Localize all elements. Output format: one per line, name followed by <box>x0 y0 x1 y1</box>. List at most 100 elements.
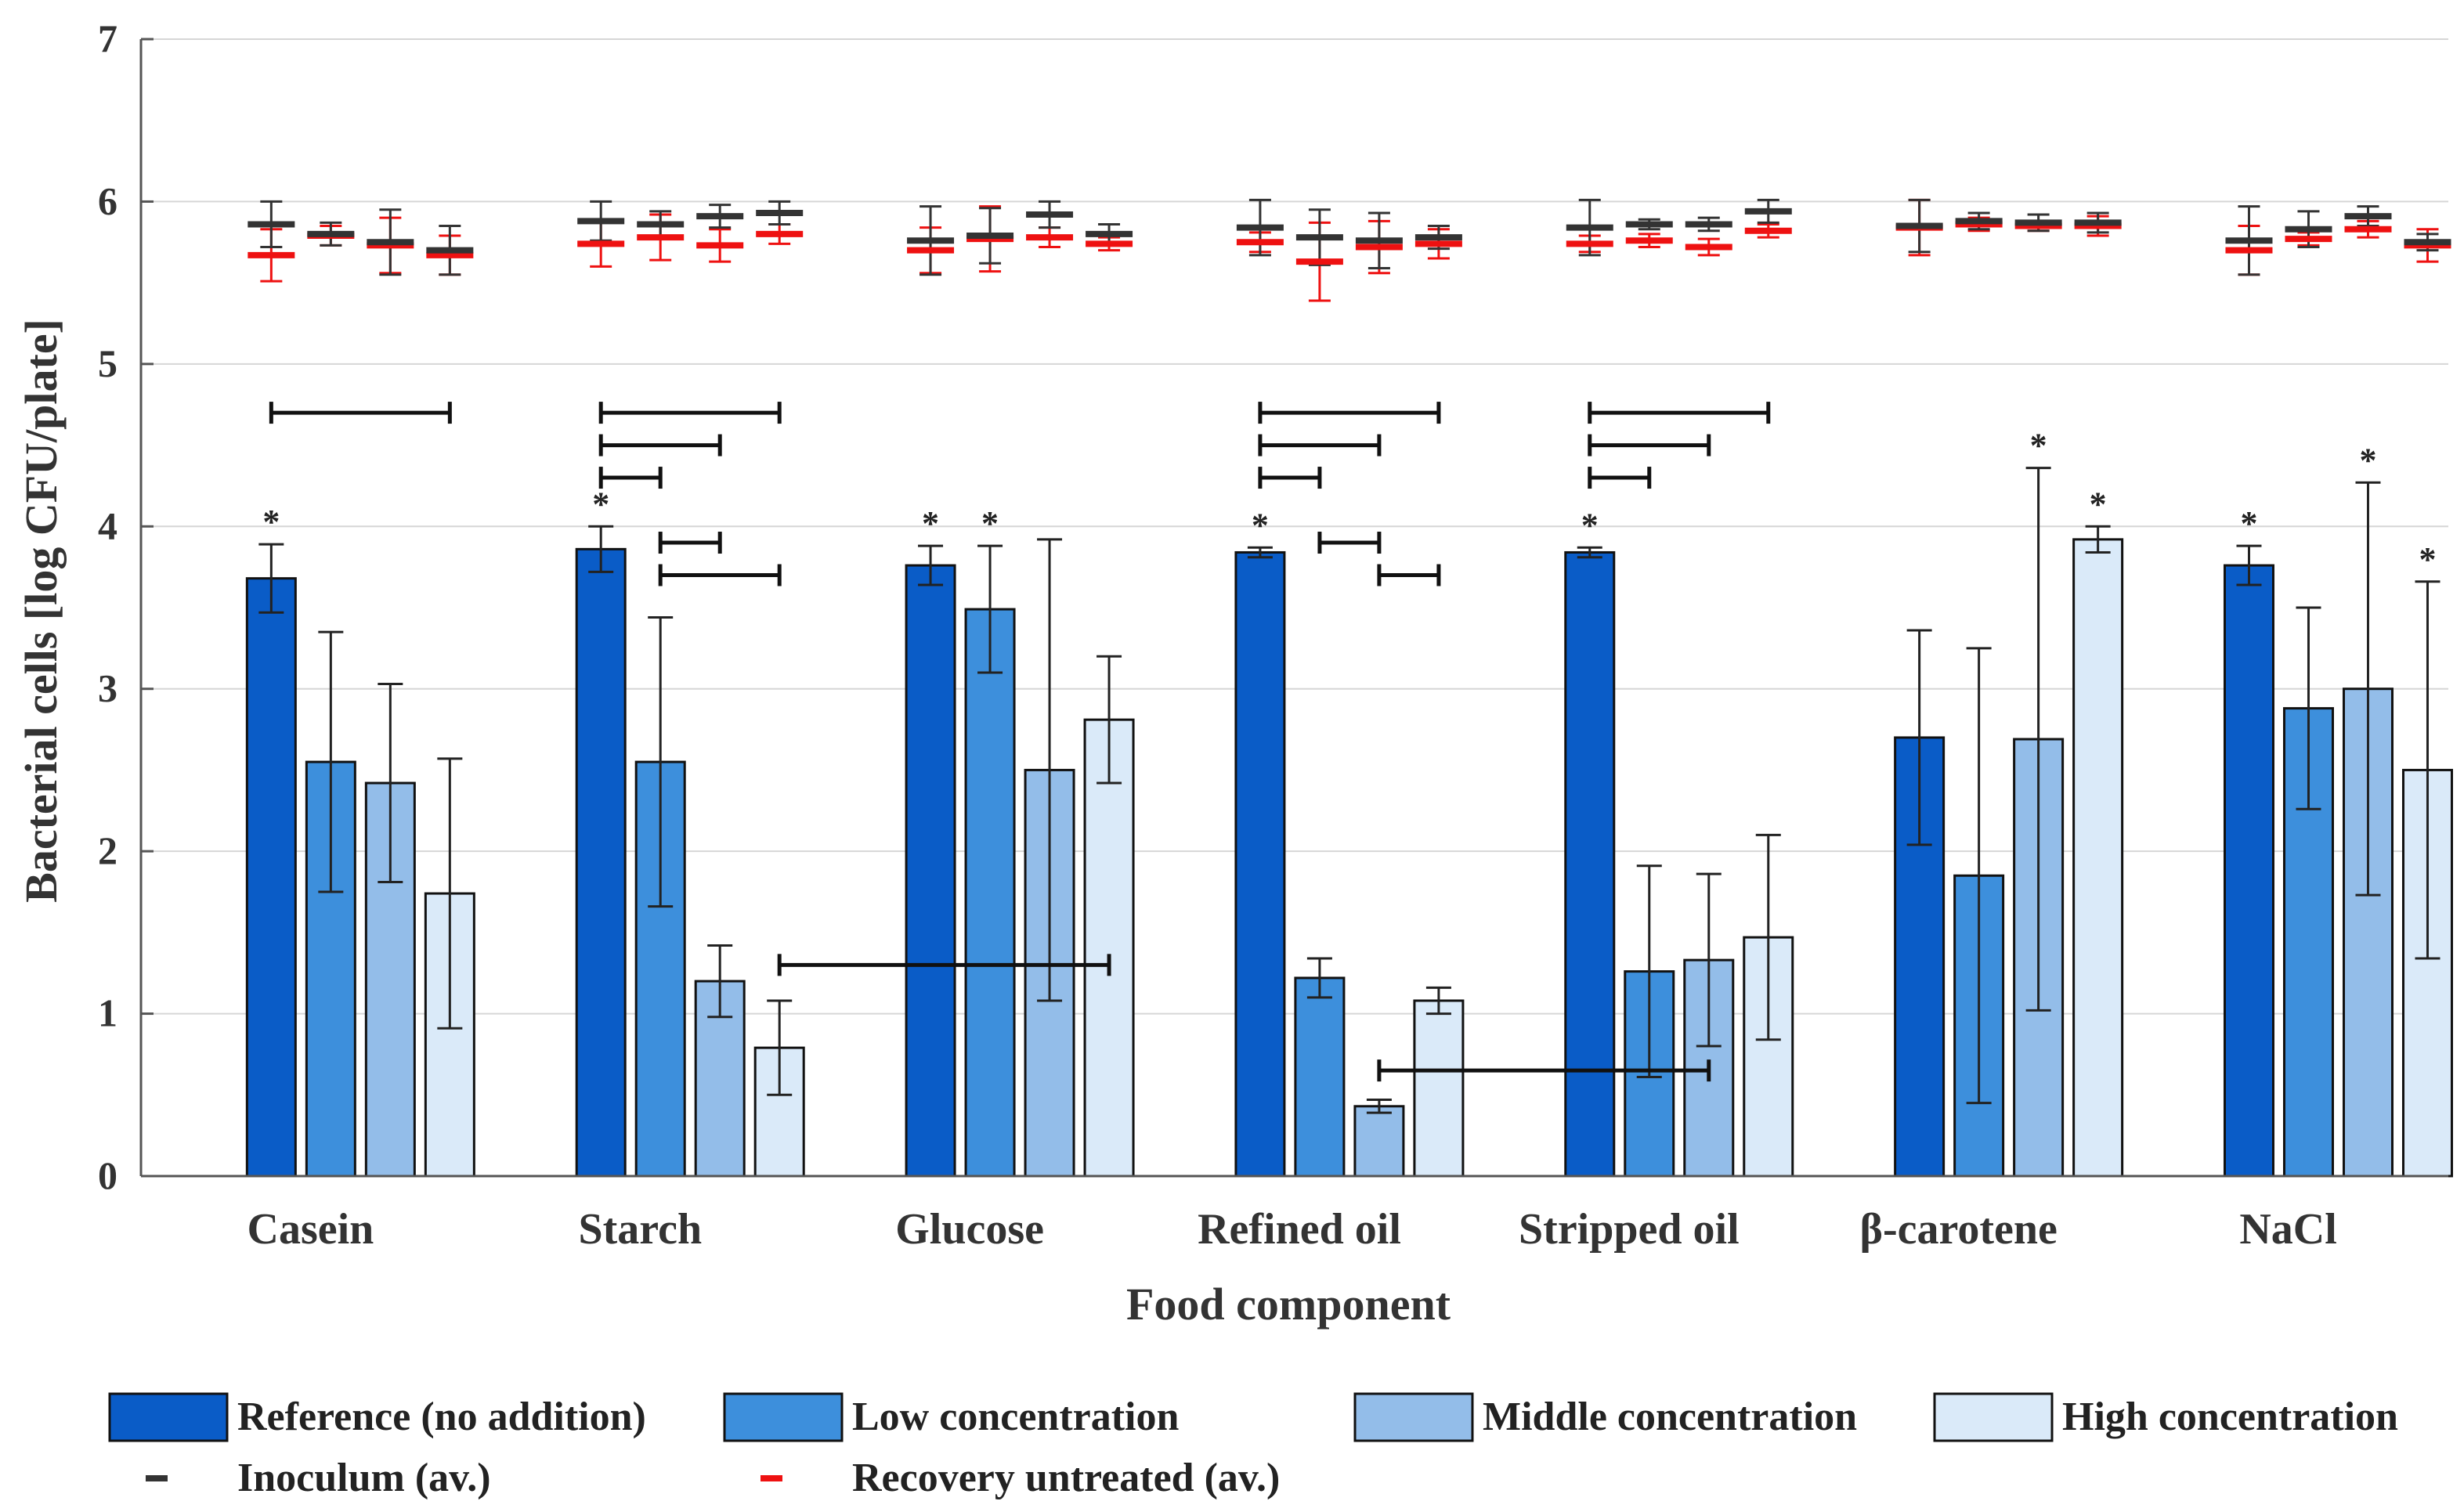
error-bar <box>1755 833 1781 1041</box>
significance-bracket <box>658 564 782 586</box>
bar <box>1234 550 1286 1178</box>
significance-bracket <box>1258 402 1441 424</box>
significance-bracket <box>1317 532 1382 554</box>
error-bar <box>1966 647 1992 1105</box>
error-bar <box>1037 538 1063 1002</box>
bar <box>245 577 297 1178</box>
error-bar <box>1097 655 1122 785</box>
gridlines <box>141 38 2448 1015</box>
bar <box>905 564 956 1178</box>
significance-star: * <box>922 504 939 543</box>
error-bar <box>378 682 403 884</box>
bar <box>2072 538 2124 1178</box>
error-bar <box>2355 481 2381 897</box>
error-bar <box>1425 986 1451 1016</box>
significance-star: * <box>2419 540 2436 579</box>
x-axis-title: Food component <box>1126 1279 1451 1330</box>
significance-star: * <box>2359 441 2376 479</box>
bar <box>1413 999 1465 1178</box>
legend-label: Recovery untreated (av.) <box>852 1456 1280 1500</box>
error-bar <box>1636 864 1662 1078</box>
x-tick-label: Refined oil <box>1198 1205 1401 1254</box>
significance-bracket <box>658 532 722 554</box>
significance-bracket <box>598 467 663 489</box>
x-tick-label: Casein <box>247 1205 374 1254</box>
significance-bracket <box>1258 467 1322 489</box>
y-tick-label: 2 <box>98 828 117 872</box>
legend-entry: High concentration <box>1933 1392 2398 1442</box>
error-bar <box>707 944 733 1019</box>
significance-brackets <box>269 402 1771 1082</box>
error-bar <box>588 525 614 573</box>
error-bar <box>767 999 793 1096</box>
x-tick-label: β-carotene <box>1860 1205 2058 1254</box>
y-tick-label: 4 <box>98 503 117 547</box>
x-tick-label: Starch <box>578 1205 702 1254</box>
x-tick-label: NaCl <box>2239 1205 2336 1254</box>
y-tick-label: 7 <box>98 16 117 60</box>
x-tick-label: Glucose <box>895 1205 1044 1254</box>
y-axis-title: Bacterial cells [log CFU/plate] <box>16 319 67 903</box>
legend-swatch <box>108 1392 229 1442</box>
x-tick-label: Stripped oil <box>1519 1205 1740 1254</box>
significance-bracket <box>269 402 452 424</box>
y-tick-label: 6 <box>98 179 117 222</box>
inoculum-recovery-markers <box>247 198 2451 302</box>
significance-bracket <box>777 954 1111 976</box>
error-bar <box>437 757 463 1030</box>
bar <box>575 547 627 1178</box>
error-bar <box>2025 467 2051 1012</box>
legend-entry: Recovery untreated (av.) <box>761 1456 1280 1500</box>
significance-bracket <box>1377 564 1441 586</box>
error-bar <box>318 630 344 893</box>
legend-swatch <box>1353 1392 1474 1442</box>
bar <box>1294 976 1346 1178</box>
error-bar <box>1306 957 1332 999</box>
error-bar <box>2236 544 2262 586</box>
significance-bracket <box>1258 434 1382 456</box>
significance-star: * <box>262 503 280 541</box>
error-bar <box>258 543 284 614</box>
bar <box>1353 1105 1405 1178</box>
y-tick-label: 3 <box>98 666 117 710</box>
significance-star: * <box>2240 504 2257 543</box>
legend-label: Low concentration <box>852 1395 1179 1439</box>
significance-star: * <box>1252 506 1269 544</box>
significance-star: * <box>2030 427 2047 465</box>
y-tick-label: 1 <box>98 991 117 1035</box>
significance-bracket <box>1588 434 1711 456</box>
significance-bracket <box>1377 1059 1711 1082</box>
axes: 0 1 2 3 4 5 6 7 Casein Starch Glucose Refined oil St… <box>98 16 2448 1254</box>
legend-swatch <box>1933 1392 2054 1442</box>
bar <box>2223 564 2274 1178</box>
significance-star: * <box>592 485 609 523</box>
error-bar <box>648 615 674 908</box>
significance-bracket <box>598 434 722 456</box>
y-tick-label: 5 <box>98 341 117 385</box>
legend-entry: Inoculum (av.) <box>146 1456 491 1500</box>
significance-bracket <box>1588 467 1652 489</box>
bar <box>1083 718 1135 1178</box>
legend-label: High concentration <box>2062 1395 2398 1439</box>
error-bar <box>2296 606 2321 810</box>
legend-label: Inoculum (av.) <box>237 1456 491 1500</box>
bar <box>964 608 1016 1178</box>
error-bar <box>977 544 1003 674</box>
legend-entry: Low concentration <box>723 1392 1179 1442</box>
significance-bracket <box>598 402 782 424</box>
legend-entry: Middle concentration <box>1353 1392 1857 1442</box>
legend-label: Middle concentration <box>1483 1395 1857 1439</box>
error-bar <box>1366 1099 1392 1114</box>
significance-star: * <box>981 504 999 543</box>
legend-entry: Reference (no addition) <box>108 1392 646 1442</box>
significance-star: * <box>2090 485 2107 523</box>
significance-bracket <box>1588 402 1771 424</box>
y-tick-label: 0 <box>98 1153 117 1197</box>
legend-label: Reference (no addition) <box>237 1395 646 1439</box>
legend-swatch <box>723 1392 844 1442</box>
error-bar <box>1577 546 1602 559</box>
significance-star: * <box>1581 506 1599 544</box>
error-bar <box>1247 546 1273 559</box>
bars: * * * * * * * * * * * <box>245 427 2453 1178</box>
